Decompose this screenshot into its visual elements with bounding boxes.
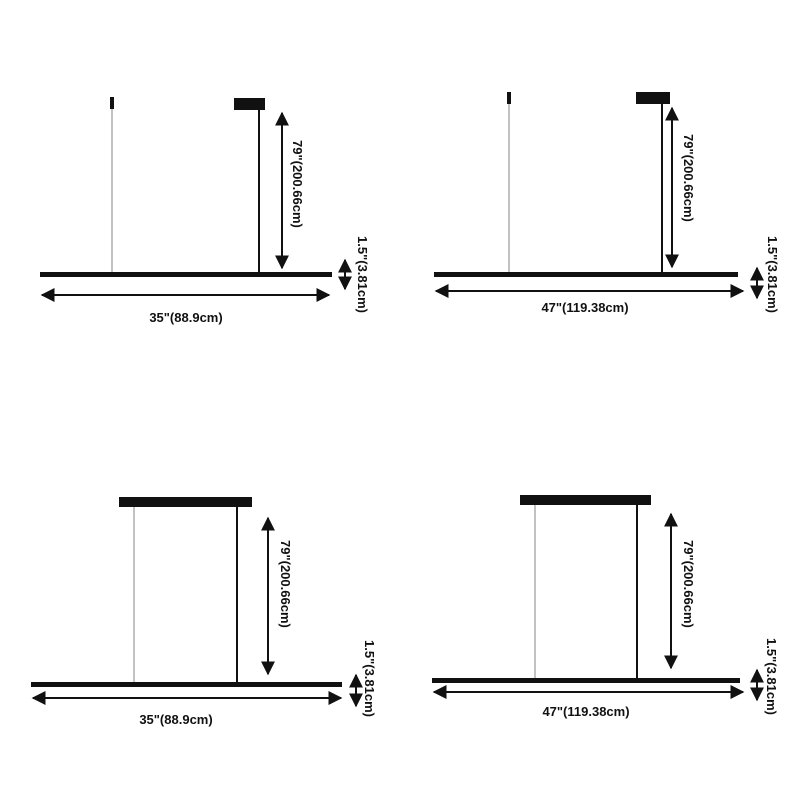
ceiling-canopy (234, 98, 265, 110)
width-label: 35"(88.9cm) (149, 310, 222, 325)
light-bar (432, 678, 740, 683)
diagram-panel-47in-small-canopy: 79"(200.66cm) 1.5"(3.81cm) 47"(119.38cm) (434, 92, 780, 315)
ceiling-canopy (636, 92, 670, 104)
width-label: 47"(119.38cm) (542, 704, 629, 719)
diagram-panel-35in-linear-canopy: 79"(200.66cm) 1.5"(3.81cm) 35"(88.9cm) (31, 497, 377, 727)
thickness-label: 1.5"(3.81cm) (765, 236, 780, 313)
diagram-panel-47in-linear-canopy: 79"(200.66cm) 1.5"(3.81cm) 47"(119.38cm) (432, 495, 779, 719)
ceiling-canopy (119, 497, 252, 507)
height-label: 79"(200.66cm) (278, 540, 293, 628)
light-bar (31, 682, 342, 687)
height-label: 79"(200.66cm) (290, 140, 305, 228)
height-label: 79"(200.66cm) (681, 540, 696, 628)
height-label: 79"(200.66cm) (681, 134, 696, 222)
ceiling-canopy (520, 495, 651, 505)
light-bar (40, 272, 332, 277)
thickness-label: 1.5"(3.81cm) (764, 638, 779, 715)
thickness-label: 1.5"(3.81cm) (362, 640, 377, 717)
light-bar (434, 272, 738, 277)
support-cap (507, 92, 511, 104)
thickness-label: 1.5"(3.81cm) (355, 236, 370, 313)
width-label: 47"(119.38cm) (541, 300, 628, 315)
diagram-panel-35in-small-canopy: 79"(200.66cm) 1.5"(3.81cm) 35"(88.9cm) (40, 97, 370, 325)
width-label: 35"(88.9cm) (139, 712, 212, 727)
support-cap (110, 97, 114, 109)
